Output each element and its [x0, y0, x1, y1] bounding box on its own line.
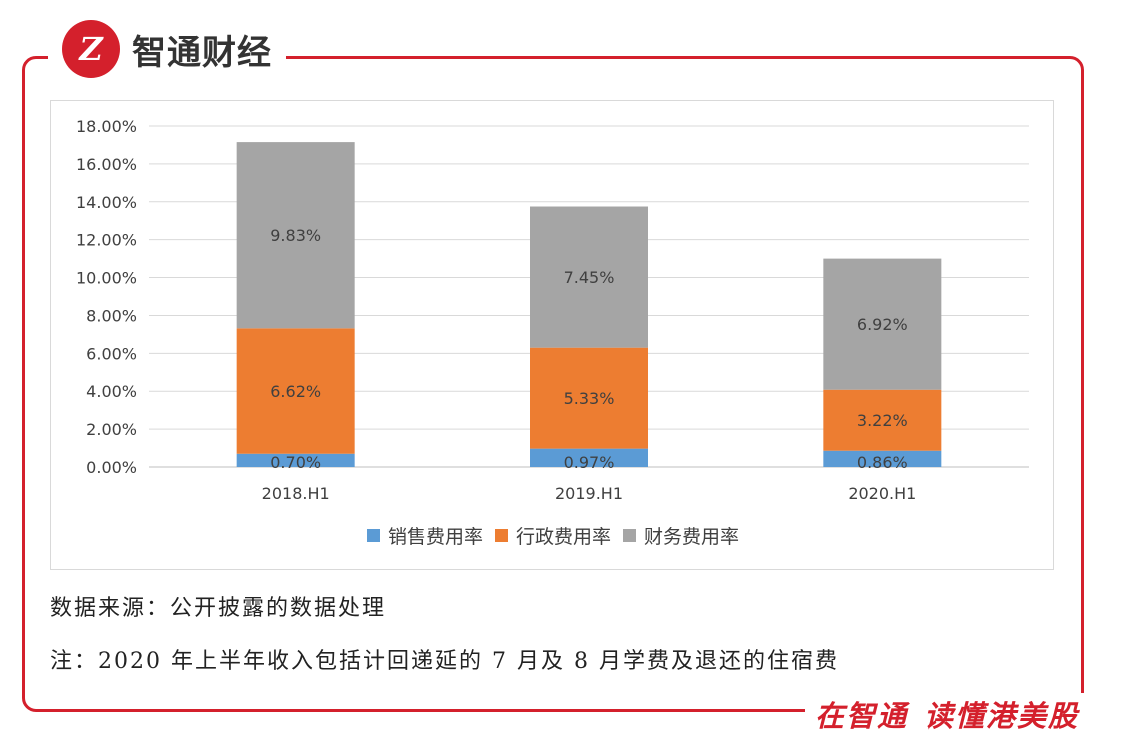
- data-label: 3.22%: [857, 411, 908, 430]
- x-tick-label: 2018.H1: [262, 484, 330, 503]
- y-tick-label: 10.00%: [76, 269, 137, 288]
- data-label: 6.62%: [270, 382, 321, 401]
- legend-label: 销售费用率: [388, 526, 483, 548]
- bar-segment: [236, 328, 355, 454]
- chart-container: 0.00% 2.00% 4.00% 6.00% 8.00% 10.00% 12.00% 14.…: [50, 100, 1054, 570]
- y-tick-label: 6.00%: [86, 344, 137, 363]
- data-label: 6.92%: [857, 315, 908, 334]
- y-tick-label: 0.00%: [86, 458, 137, 477]
- legend-label: 行政费用率: [516, 526, 611, 548]
- brand-name: 智通财经: [132, 32, 272, 73]
- y-tick-label: 18.00%: [76, 117, 137, 136]
- x-tick-label: 2020.H1: [848, 484, 916, 503]
- y-tick-label: 14.00%: [76, 193, 137, 212]
- brand-header: Z 智通财经: [48, 14, 286, 84]
- y-tick-label: 4.00%: [86, 382, 137, 401]
- legend-swatch: [495, 529, 508, 542]
- legend-swatch: [367, 529, 380, 542]
- card-frame: [22, 56, 1084, 712]
- bar-segment: [530, 448, 648, 467]
- slogan: 在智通 读懂港美股: [804, 693, 1089, 735]
- bar-segment: [236, 142, 355, 329]
- x-tick-label: 2019.H1: [555, 484, 623, 503]
- bar-segment: [530, 206, 648, 348]
- stacked-bar-chart: 0.00% 2.00% 4.00% 6.00% 8.00% 10.00% 12.00% 14.…: [76, 117, 1029, 548]
- legend-swatch: [623, 529, 636, 542]
- slogan-part-2: 读懂港美股: [923, 699, 1079, 733]
- data-label: 5.33%: [564, 389, 615, 408]
- bar-segment: [530, 347, 648, 449]
- legend-label: 财务费用率: [644, 526, 739, 548]
- y-tick-label: 16.00%: [76, 155, 137, 174]
- brand-logo-icon: Z: [62, 20, 120, 78]
- data-label: 0.86%: [857, 453, 908, 472]
- source-note: 数据来源：公开披露的数据处理: [50, 596, 387, 621]
- bar-segment: [823, 389, 942, 451]
- data-label: 0.70%: [270, 453, 321, 472]
- data-label: 7.45%: [564, 268, 615, 287]
- slogan-part-1: 在智通: [814, 699, 908, 733]
- y-tick-label: 8.00%: [86, 306, 137, 325]
- data-label: 0.97%: [564, 453, 615, 472]
- footnote: 注：2020 年上半年收入包括计回递延的 7 月及 8 月学费及退还的住宿费: [50, 649, 839, 674]
- y-tick-label: 2.00%: [86, 420, 137, 439]
- bar-segment: [823, 258, 942, 390]
- bar-segment: [236, 453, 355, 467]
- bar-segment: [823, 450, 942, 467]
- data-label: 9.83%: [270, 226, 321, 245]
- y-tick-label: 12.00%: [76, 231, 137, 250]
